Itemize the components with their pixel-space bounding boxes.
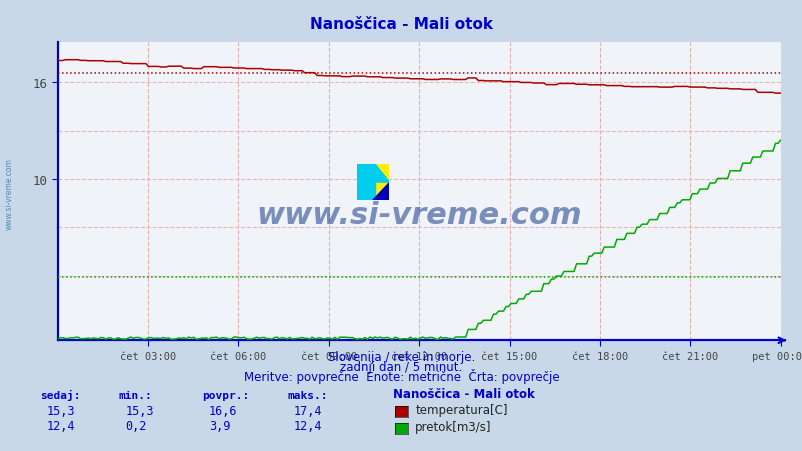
Text: zadnji dan / 5 minut.: zadnji dan / 5 minut. (340, 360, 462, 373)
Text: Nanoščica - Mali otok: Nanoščica - Mali otok (393, 387, 535, 400)
Text: pretok[m3/s]: pretok[m3/s] (415, 420, 491, 433)
Text: 3,9: 3,9 (209, 419, 230, 433)
Text: min.:: min.: (119, 390, 152, 400)
Text: povpr.:: povpr.: (202, 390, 249, 400)
Text: temperatura[C]: temperatura[C] (415, 403, 507, 416)
Text: 12,4: 12,4 (294, 419, 322, 433)
Text: Nanoščica - Mali otok: Nanoščica - Mali otok (310, 17, 492, 32)
Polygon shape (375, 165, 389, 183)
Text: 12,4: 12,4 (47, 419, 75, 433)
Text: Meritve: povprečne  Enote: metrične  Črta: povprečje: Meritve: povprečne Enote: metrične Črta:… (243, 368, 559, 384)
Text: sedaj:: sedaj: (40, 389, 80, 400)
Polygon shape (371, 183, 389, 201)
Text: 15,3: 15,3 (125, 404, 153, 417)
Text: maks.:: maks.: (287, 390, 327, 400)
Text: 0,2: 0,2 (125, 419, 147, 433)
Text: 17,4: 17,4 (294, 404, 322, 417)
Polygon shape (357, 165, 375, 201)
Text: www.si-vreme.com: www.si-vreme.com (256, 201, 581, 230)
Text: 16,6: 16,6 (209, 404, 237, 417)
Text: 15,3: 15,3 (47, 404, 75, 417)
Text: www.si-vreme.com: www.si-vreme.com (5, 158, 14, 230)
Text: Slovenija / reke in morje.: Slovenija / reke in morje. (327, 350, 475, 363)
